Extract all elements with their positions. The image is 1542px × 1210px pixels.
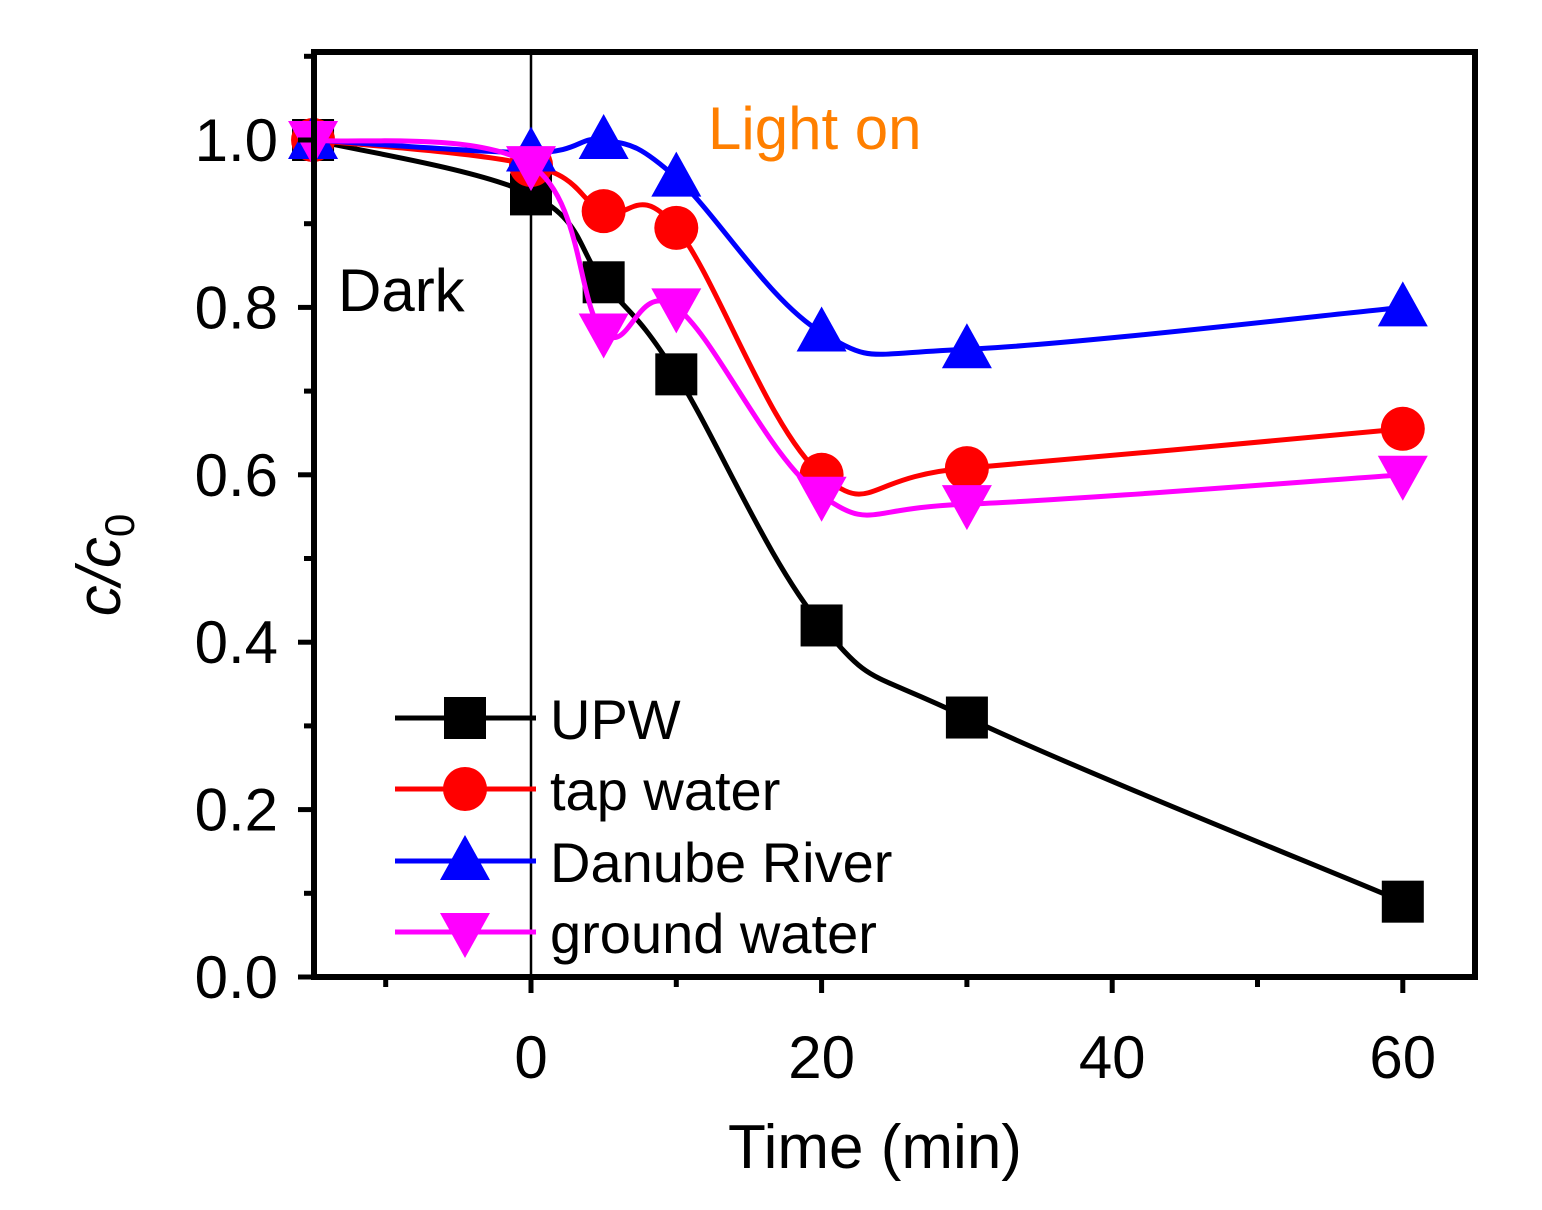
data-point [651,288,702,334]
data-point [654,205,699,250]
legend-item: UPW [395,688,681,751]
y-axis-title: c/c0 [65,514,143,617]
data-point [1377,455,1428,501]
legend-marker [440,835,490,880]
data-point [578,313,629,359]
data-point [941,485,992,531]
x-tick-label: 40 [1079,1024,1146,1091]
y-axis-title-text: c/c0 [65,514,143,617]
x-tick-label: 60 [1369,1024,1436,1091]
y-axis-title-main: c/c [65,537,134,616]
y-axis-title-subscript: 0 [96,514,143,537]
y-tick-label: 0.2 [195,777,278,844]
data-point [796,476,847,522]
legend-item: tap water [395,759,780,822]
y-tick-label: 1.0 [195,107,278,174]
legend-marker [440,913,490,958]
data-point [651,151,702,197]
data-point [941,323,992,369]
x-axis-title: Time (min) [728,1113,1022,1182]
legend-marker [444,697,486,739]
legend-marker [443,767,487,811]
data-point [655,353,698,396]
axis-layer: 0 20 40 60 0.0 0.2 0.4 0.6 0.8 1.0 [195,53,1436,1091]
y-tick-label: 0.0 [195,944,278,1011]
legend-label: UPW [550,688,681,751]
plot-frame [311,49,1478,980]
data-point [944,446,989,491]
data-point [945,696,988,739]
data-point [796,306,847,352]
x-tick-label: 20 [788,1024,855,1091]
data-point [506,146,556,192]
y-tick-label: 0.4 [195,609,278,676]
y-tick-label: 0.8 [195,274,278,341]
series-layer [288,114,1428,923]
legend-label: tap water [550,759,780,822]
data-point [1380,406,1425,451]
legend-label: Danube River [550,831,892,894]
legend: UPW tap water Danube River ground water [395,688,892,965]
legend-item: ground water [395,902,877,965]
legend-item: Danube River [395,831,892,894]
data-point [581,189,626,234]
data-point [578,114,629,159]
x-tick-label: 0 [514,1024,547,1091]
data-point [1377,281,1428,327]
annotation-dark: Dark [338,257,466,324]
legend-label: ground water [550,902,877,965]
annotation-light-on: Light on [708,95,922,162]
y-tick-label: 0.6 [195,442,278,509]
data-point [1381,880,1424,923]
data-point [800,604,843,647]
